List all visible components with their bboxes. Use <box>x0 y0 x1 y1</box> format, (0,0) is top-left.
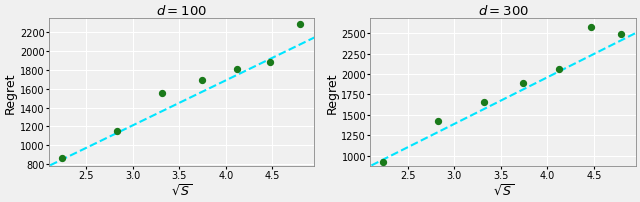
Point <box>616 33 627 36</box>
Point <box>518 82 529 85</box>
Point <box>433 119 444 123</box>
Point <box>378 161 388 164</box>
Point <box>554 68 564 71</box>
Y-axis label: Regret: Regret <box>4 72 17 113</box>
Point <box>295 23 305 26</box>
Point <box>196 79 207 82</box>
Point <box>586 26 596 29</box>
Point <box>157 92 168 95</box>
Point <box>111 130 122 133</box>
Point <box>232 68 243 71</box>
Title: $d = 100$: $d = 100$ <box>156 4 207 18</box>
X-axis label: $\sqrt{S}$: $\sqrt{S}$ <box>171 183 192 198</box>
Point <box>479 101 489 104</box>
Y-axis label: Regret: Regret <box>326 72 339 113</box>
Point <box>56 157 67 160</box>
Title: $d = 300$: $d = 300$ <box>477 4 529 18</box>
X-axis label: $\sqrt{S}$: $\sqrt{S}$ <box>493 183 513 198</box>
Point <box>265 61 275 64</box>
